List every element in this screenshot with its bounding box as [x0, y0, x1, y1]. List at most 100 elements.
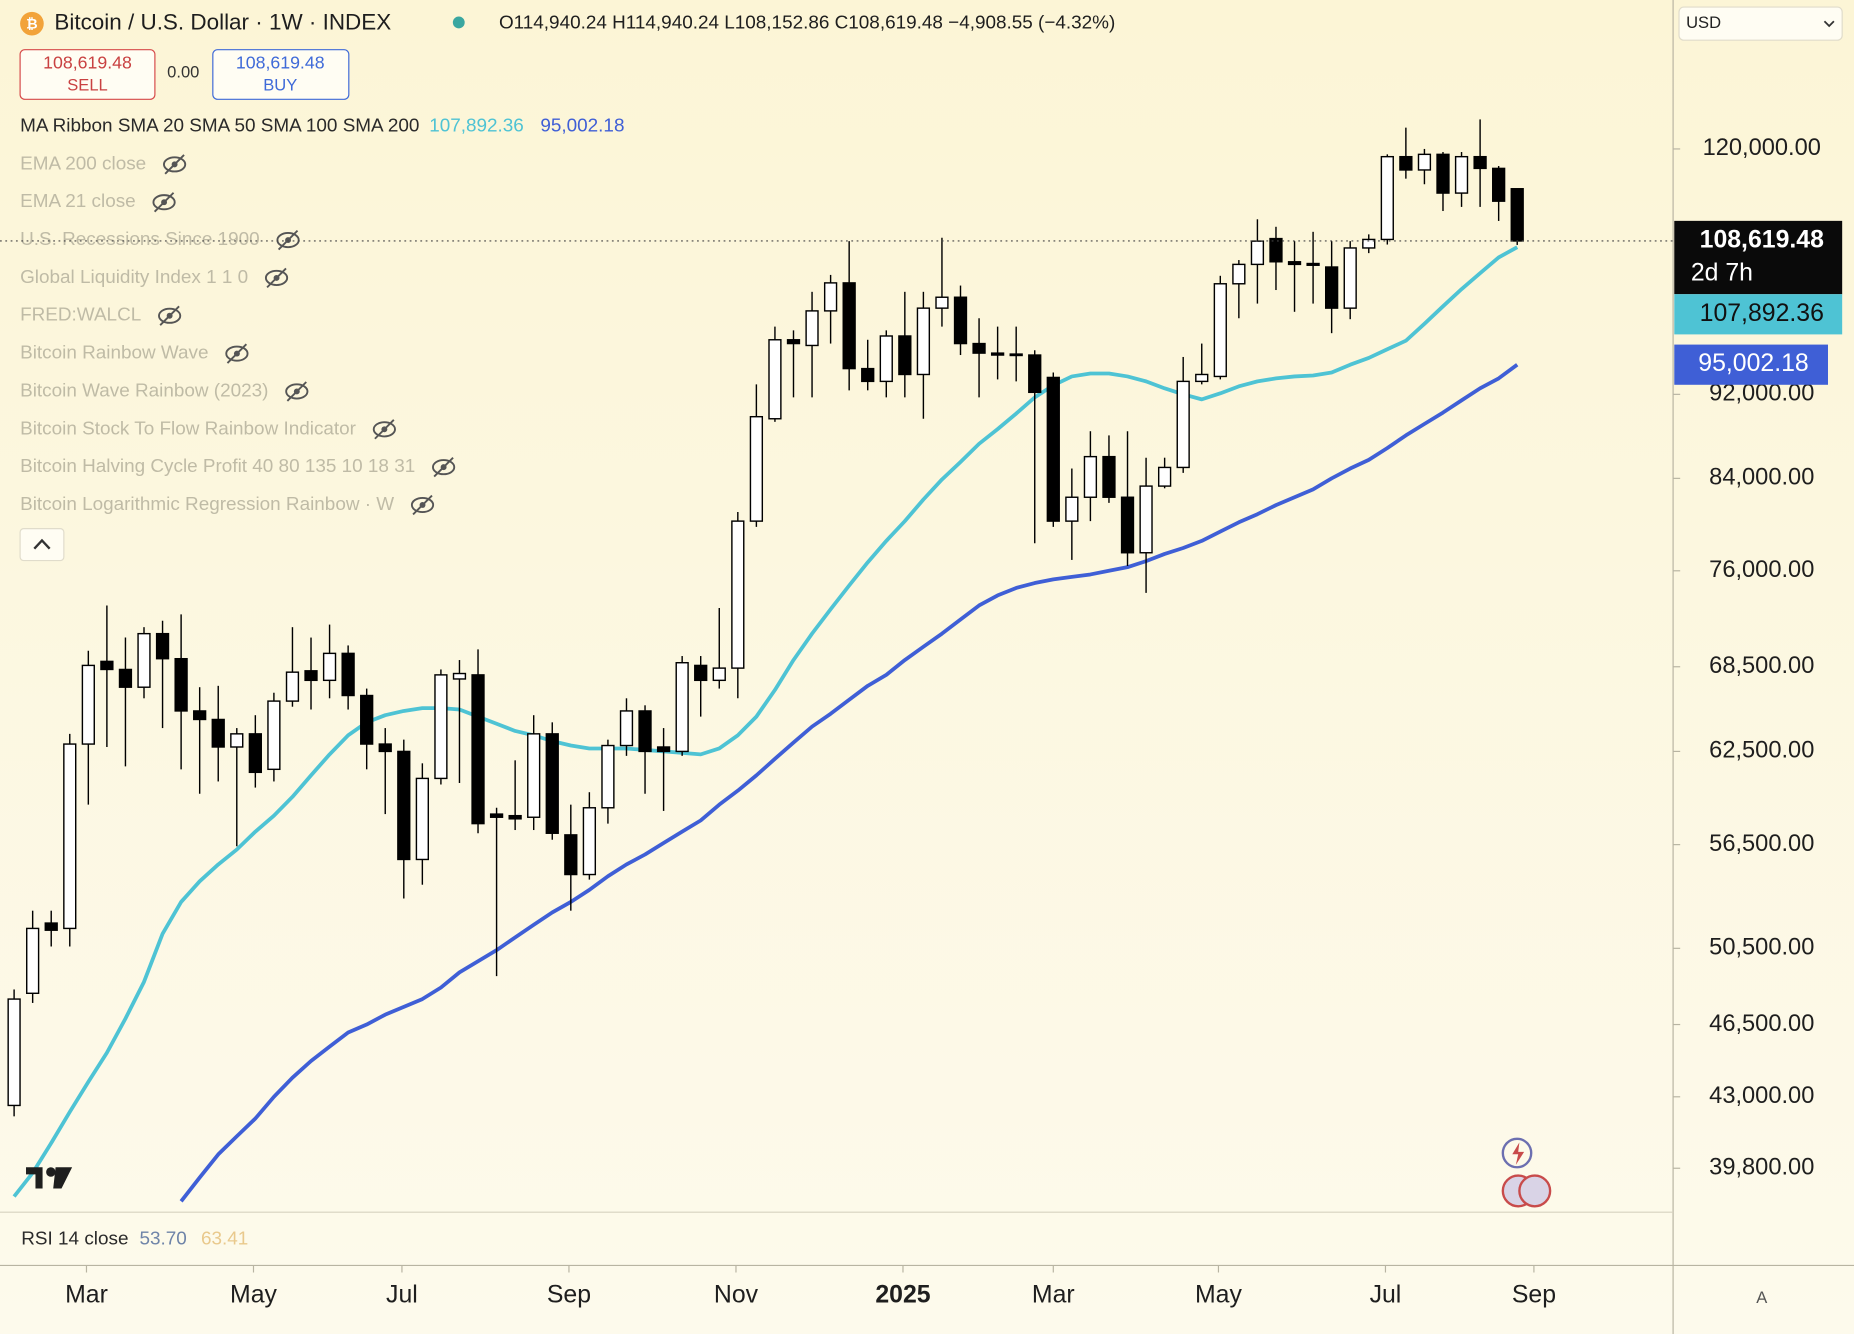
price-tick-label: 68,500.00 [1709, 653, 1814, 679]
hidden-indicator[interactable]: Bitcoin Halving Cycle Profit 40 80 135 1… [20, 456, 415, 477]
candle-body [1009, 353, 1023, 357]
rsi-label[interactable]: RSI 14 close [21, 1228, 128, 1249]
time-tick-label: Mar [1032, 1282, 1075, 1309]
symbol-title[interactable]: Bitcoin / U.S. Dollar · 1W · INDEX [54, 10, 391, 35]
price-tick-label: 92,000.00 [1709, 381, 1814, 407]
eye-icon [264, 269, 289, 286]
candle-body [360, 694, 374, 745]
visibility-toggle[interactable] [432, 457, 456, 478]
tradingview-logo [26, 1167, 73, 1189]
candle-body [1157, 466, 1172, 487]
last-price-label: 108,619.48 [1700, 227, 1824, 254]
hidden-indicator[interactable]: Bitcoin Logarithmic Regression Rainbow ·… [20, 494, 394, 515]
candle-body [248, 733, 262, 774]
candle-body [805, 310, 819, 347]
candle-body [452, 672, 467, 680]
candle-body [694, 664, 708, 682]
candle-body [712, 667, 726, 682]
ohlc-readout: O114,940.24 H114,940.24 L108,152.86 C108… [499, 13, 1115, 34]
sell-price: 108,619.48 [43, 53, 132, 73]
dropdown-arrow [1823, 20, 1835, 28]
hidden-indicator[interactable]: FRED:WALCL [20, 305, 141, 326]
last-price-tag [1674, 220, 1843, 295]
eye-icon [158, 307, 182, 324]
candle-body [211, 718, 225, 748]
visibility-toggle[interactable] [163, 154, 187, 175]
eye-slash [159, 305, 180, 326]
candle-body [935, 296, 949, 309]
alert-icons[interactable] [1501, 1137, 1552, 1208]
candle-body [434, 674, 448, 780]
time-tick-label: Nov [714, 1282, 759, 1309]
visibility-toggle[interactable] [158, 305, 182, 326]
hidden-indicator[interactable]: Bitcoin Rainbow Wave [20, 343, 208, 364]
eye-icon [163, 156, 187, 173]
hidden-indicator[interactable]: U.S. Recessions Since 1900 [20, 229, 260, 250]
visibility-toggle[interactable] [285, 381, 309, 402]
candle-body [1510, 188, 1524, 242]
visibility-toggle[interactable] [225, 343, 249, 364]
candle-body [174, 657, 188, 712]
sell-button[interactable] [19, 49, 156, 100]
candle-body [675, 662, 689, 753]
candle-body [1083, 455, 1098, 498]
candle-body [990, 352, 1005, 356]
hidden-indicator[interactable]: Bitcoin Wave Rainbow (2023) [20, 380, 268, 401]
sma50-tag [1674, 344, 1828, 385]
indicator-legend[interactable]: MA Ribbon SMA 20 SMA 50 SMA 100 SMA 200 [20, 116, 419, 137]
eye-icon [152, 194, 176, 211]
buy-button[interactable] [212, 49, 350, 100]
visibility-toggle[interactable] [264, 267, 289, 289]
sma20-tag-label: 107,892.36 [1700, 300, 1824, 327]
auto-scale-button[interactable]: A [1756, 1288, 1767, 1307]
visibility-toggle[interactable] [372, 419, 396, 440]
collapse-legend-button[interactable] [19, 528, 65, 562]
eye-icon [285, 383, 309, 400]
hidden-indicator[interactable]: Bitcoin Stock To Flow Rainbow Indicator [20, 418, 356, 439]
sma20-value: 107,892.36 [429, 116, 524, 137]
time-tick-label: Jul [1370, 1282, 1402, 1309]
visibility-toggle[interactable] [152, 192, 176, 213]
candle-body [842, 282, 856, 370]
symbol-icon-glyph: ₿ [26, 17, 38, 33]
currency-label: USD [1686, 13, 1721, 32]
candle-body [81, 664, 95, 745]
candle-body [1046, 376, 1060, 522]
candle-body [137, 632, 151, 688]
market-status [452, 16, 465, 29]
candle-body [100, 660, 114, 671]
visibility-toggle[interactable] [410, 494, 435, 516]
candle-body [1399, 155, 1413, 171]
eye-icon [225, 345, 249, 362]
candle-body [322, 652, 337, 682]
candle-body [1492, 167, 1506, 202]
hidden-indicator[interactable]: EMA 21 close [20, 191, 136, 212]
candle-body [1287, 261, 1302, 266]
candle-body [879, 335, 893, 383]
candle-body [267, 700, 281, 771]
hidden-indicator[interactable]: Global Liquidity Index 1 1 0 [20, 267, 248, 288]
candle-body [397, 750, 411, 861]
candle-body [285, 671, 300, 702]
candle-body [1306, 262, 1320, 266]
candle-body [1195, 373, 1209, 383]
symbol-icon [20, 11, 44, 36]
candle-body [582, 807, 597, 876]
candle-body [1417, 153, 1432, 171]
eye-slash [266, 267, 287, 289]
visibility-toggle[interactable] [276, 229, 300, 251]
eye-slash [153, 192, 175, 213]
spread: 0.00 [167, 63, 199, 82]
candle-body [823, 282, 838, 312]
candle-body [1120, 496, 1135, 554]
time-tick-label: Sep [1512, 1282, 1556, 1309]
time-tick-label: Jul [386, 1282, 418, 1309]
candle-body [1232, 263, 1246, 285]
currency-dropdown[interactable] [1678, 6, 1843, 41]
hidden-indicator[interactable]: EMA 200 close [20, 153, 146, 174]
candle-body [749, 415, 764, 522]
rsi-value: 53.70 [140, 1228, 187, 1249]
candle-body [527, 733, 541, 818]
candle-body [972, 342, 986, 354]
time-tick-label: May [1195, 1282, 1242, 1309]
